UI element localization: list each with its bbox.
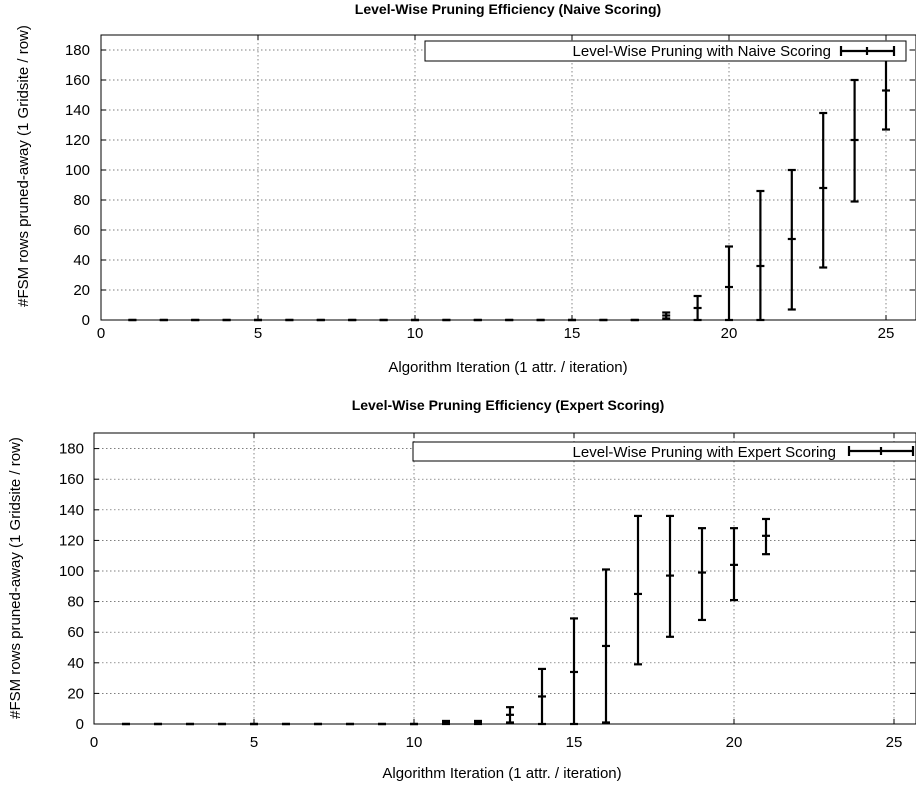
y-tick-label: 180 xyxy=(59,441,84,458)
data-point-errorbar xyxy=(602,568,610,724)
legend-errorbar-symbol xyxy=(847,446,915,456)
x-tick-label: 5 xyxy=(254,325,262,342)
y-tick-label: 40 xyxy=(67,655,84,672)
data-point-errorbar xyxy=(698,527,706,622)
y-tick-label: 100 xyxy=(59,563,84,580)
y-tick-label: 80 xyxy=(73,192,90,209)
legend-label: Level-Wise Pruning with Expert Scoring xyxy=(573,444,836,461)
x-tick-label: 5 xyxy=(250,734,258,751)
x-axis-label: Algorithm Iteration (1 attr. / iteration… xyxy=(388,359,627,376)
y-axis-label: #FSM rows pruned-away (1 Gridsite / row) xyxy=(7,437,24,719)
plot-frame xyxy=(93,432,916,725)
chart-expert-scoring: Level-Wise Pruning Efficiency (Expert Sc… xyxy=(7,397,916,782)
chart-title: Level-Wise Pruning Efficiency (Expert Sc… xyxy=(352,397,665,413)
legend-box xyxy=(424,40,907,62)
legend-box xyxy=(412,441,916,462)
x-tick-label: 25 xyxy=(878,325,895,342)
x-tick-label: 15 xyxy=(566,734,583,751)
plot-frame xyxy=(100,34,916,321)
data-point-errorbar xyxy=(762,517,770,556)
y-axis-label: #FSM rows pruned-away (1 Gridsite / row) xyxy=(15,25,32,307)
y-tick-label: 0 xyxy=(76,716,84,733)
data-point-errorbar xyxy=(730,527,738,602)
legend-label: Level-Wise Pruning with Naive Scoring xyxy=(573,43,831,60)
y-tick-label: 20 xyxy=(73,282,90,299)
chart-title: Level-Wise Pruning Efficiency (Naive Sco… xyxy=(355,1,661,17)
legend-errorbar-symbol xyxy=(839,46,896,56)
legend: Level-Wise Pruning with Naive Scoring xyxy=(424,40,907,62)
x-tick-label: 0 xyxy=(97,325,105,342)
y-tick-label: 120 xyxy=(59,532,84,549)
x-tick-label: 20 xyxy=(726,734,743,751)
data-point-errorbar xyxy=(756,189,765,322)
data-point-errorbar xyxy=(693,294,702,322)
y-tick-label: 140 xyxy=(59,502,84,519)
y-tick-label: 160 xyxy=(59,471,84,488)
x-tick-label: 15 xyxy=(564,325,581,342)
data-point-errorbar xyxy=(570,617,578,726)
data-point-errorbar xyxy=(538,667,546,726)
data-point-errorbar xyxy=(725,245,733,322)
x-tick-label: 20 xyxy=(721,325,738,342)
data-point-errorbar xyxy=(787,168,796,311)
y-tick-label: 20 xyxy=(67,685,84,702)
y-tick-label: 100 xyxy=(65,162,90,179)
x-tick-label: 0 xyxy=(90,734,98,751)
data-point-errorbar xyxy=(506,706,514,724)
x-axis-label: Algorithm Iteration (1 attr. / iteration… xyxy=(382,765,621,782)
data-point-errorbar xyxy=(850,78,859,203)
y-tick-label: 120 xyxy=(65,132,90,149)
data-point-errorbar xyxy=(882,57,890,131)
y-tick-label: 80 xyxy=(67,594,84,611)
y-tick-label: 0 xyxy=(82,312,90,329)
x-tick-label: 25 xyxy=(886,734,903,751)
data-point-errorbar xyxy=(819,111,828,269)
y-tick-label: 160 xyxy=(65,72,90,89)
y-tick-label: 180 xyxy=(65,42,90,59)
y-tick-label: 60 xyxy=(67,624,84,641)
data-point-errorbar xyxy=(662,311,671,320)
data-point-errorbar xyxy=(634,514,642,666)
y-tick-label: 140 xyxy=(65,102,90,119)
x-tick-label: 10 xyxy=(406,734,423,751)
y-tick-label: 60 xyxy=(73,222,90,239)
chart-naive-scoring: Level-Wise Pruning Efficiency (Naive Sco… xyxy=(15,1,916,376)
y-tick-label: 40 xyxy=(73,252,90,269)
x-tick-label: 10 xyxy=(407,325,424,342)
data-point-errorbar xyxy=(666,514,674,638)
legend: Level-Wise Pruning with Expert Scoring xyxy=(412,441,916,462)
